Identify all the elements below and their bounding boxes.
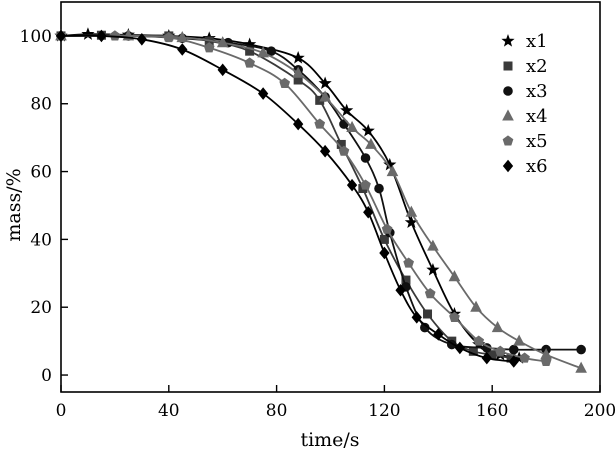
data-point-x1 bbox=[291, 51, 305, 64]
data-point-x4 bbox=[405, 205, 418, 217]
data-point-x5 bbox=[540, 355, 552, 367]
data-point-x6 bbox=[96, 29, 107, 43]
data-point-x5 bbox=[163, 31, 175, 43]
data-point-x5 bbox=[109, 30, 121, 41]
data-point-x2 bbox=[379, 234, 389, 244]
data-point-x6 bbox=[411, 311, 422, 324]
data-point-x5 bbox=[244, 57, 255, 68]
legend-marker-x4 bbox=[502, 109, 514, 121]
data-point-x6 bbox=[177, 43, 188, 56]
y-tick-label: 20 bbox=[30, 298, 52, 318]
data-point-x6 bbox=[379, 246, 390, 260]
data-point-x5 bbox=[494, 345, 506, 356]
data-point-x1 bbox=[318, 76, 332, 90]
legend-marker-x5 bbox=[502, 135, 514, 146]
data-point-x6 bbox=[136, 33, 147, 46]
data-point-x3 bbox=[360, 153, 371, 163]
data-point-x4 bbox=[470, 300, 482, 312]
data-point-x6 bbox=[433, 328, 444, 341]
legend-label-x5: x5 bbox=[526, 131, 548, 152]
x-tick-label: 80 bbox=[266, 401, 288, 421]
data-point-x3 bbox=[374, 183, 384, 194]
series-x5 bbox=[55, 30, 552, 367]
data-point-x5 bbox=[424, 288, 436, 299]
y-tick-label: 40 bbox=[30, 230, 52, 250]
data-point-x5 bbox=[338, 145, 350, 156]
data-point-x4 bbox=[513, 334, 525, 346]
data-point-x4 bbox=[292, 66, 304, 78]
x-tick-label: 40 bbox=[158, 401, 180, 421]
data-point-x5 bbox=[449, 311, 460, 322]
data-point-x5 bbox=[279, 77, 291, 88]
data-point-x4 bbox=[216, 36, 229, 48]
data-point-x6 bbox=[395, 283, 406, 297]
data-point-x5 bbox=[381, 223, 393, 234]
data-point-x2 bbox=[245, 46, 255, 56]
series-line-x4 bbox=[60, 34, 582, 370]
plot-frame bbox=[60, 1, 601, 393]
y-tick-label: 60 bbox=[30, 163, 52, 183]
data-point-x1 bbox=[340, 103, 354, 117]
data-point-x5 bbox=[314, 118, 326, 129]
data-point-x6 bbox=[363, 205, 374, 219]
data-point-x4 bbox=[386, 164, 399, 177]
data-point-x5 bbox=[203, 42, 215, 53]
y-tick-label: 100 bbox=[20, 27, 52, 47]
data-point-x5 bbox=[360, 179, 371, 190]
y-tick-label: 80 bbox=[30, 95, 52, 115]
data-point-x5 bbox=[519, 352, 530, 363]
legend-marker-x1 bbox=[501, 34, 515, 47]
legend-marker-x3 bbox=[503, 86, 513, 96]
data-point-x1 bbox=[426, 262, 440, 276]
data-point-x4 bbox=[427, 239, 439, 251]
x-tick-label: 120 bbox=[368, 401, 400, 421]
data-point-x6 bbox=[454, 341, 466, 355]
legend-label-x1: x1 bbox=[526, 31, 548, 52]
data-point-x4 bbox=[575, 361, 587, 373]
x-tick-label: 160 bbox=[476, 401, 508, 421]
series-group bbox=[54, 27, 587, 373]
data-point-x4 bbox=[491, 320, 504, 333]
series-line-x1 bbox=[60, 33, 520, 359]
data-point-x6 bbox=[346, 178, 358, 192]
data-point-x1 bbox=[81, 27, 95, 40]
axis-ticks: 0 40 80 120 160 200 0 20 40 60 80 100 bbox=[20, 27, 615, 421]
data-point-x4 bbox=[346, 120, 358, 132]
x-axis-label: time/s bbox=[300, 429, 359, 451]
legend: x1 x2 x3 x4 x5 x6 bbox=[501, 31, 548, 177]
legend-marker-x6 bbox=[502, 159, 514, 173]
legend-marker-x2 bbox=[503, 61, 513, 71]
data-point-x4 bbox=[365, 137, 377, 149]
x-tick-label: 0 bbox=[56, 401, 67, 421]
legend-label-x3: x3 bbox=[526, 81, 548, 102]
data-point-x1 bbox=[361, 123, 375, 137]
data-point-x6 bbox=[55, 29, 67, 43]
legend-label-x4: x4 bbox=[526, 106, 548, 127]
data-point-x3 bbox=[576, 344, 586, 355]
data-point-x3 bbox=[266, 46, 277, 56]
data-point-x6 bbox=[481, 351, 492, 365]
data-point-x2 bbox=[423, 309, 433, 319]
data-point-x6 bbox=[293, 117, 304, 131]
data-point-x5 bbox=[403, 257, 414, 268]
data-point-x6 bbox=[217, 63, 228, 77]
data-point-x5 bbox=[473, 335, 485, 346]
data-point-x3 bbox=[508, 344, 519, 355]
x-tick-label: 200 bbox=[584, 401, 615, 421]
data-point-x6 bbox=[319, 144, 331, 158]
y-tick-label: 0 bbox=[41, 366, 52, 386]
y-axis-label: mass/% bbox=[3, 168, 25, 241]
legend-label-x2: x2 bbox=[526, 56, 548, 77]
data-point-x6 bbox=[257, 87, 269, 100]
data-point-x6 bbox=[508, 355, 519, 368]
series-x6 bbox=[55, 29, 519, 368]
data-point-x4 bbox=[448, 270, 461, 282]
data-point-x4 bbox=[257, 46, 269, 58]
data-point-x4 bbox=[319, 90, 331, 102]
legend-label-x6: x6 bbox=[526, 156, 548, 177]
